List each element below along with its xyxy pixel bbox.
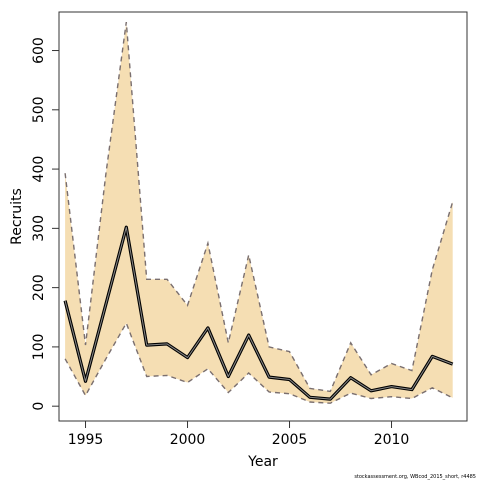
- y-tick-label: 100: [31, 334, 47, 361]
- plot-area: [63, 22, 454, 404]
- y-tick-label: 200: [31, 274, 47, 301]
- y-tick-label: 400: [31, 156, 47, 183]
- x-tick-label: 2000: [170, 432, 206, 448]
- x-tick-label: 2005: [272, 432, 308, 448]
- y-axis: 0 100 200 300 400 500 600: [31, 37, 60, 411]
- confidence-band: [65, 22, 453, 404]
- x-axis: 1995 2000 2005 2010: [68, 420, 410, 448]
- y-tick-label: 0: [31, 402, 47, 411]
- credit-text: stockassessment.org, WBcod_2015_short, r…: [354, 474, 476, 480]
- y-tick-label: 600: [31, 37, 47, 64]
- y-tick-label: 500: [31, 96, 47, 123]
- x-tick-label: 1995: [68, 432, 104, 448]
- y-tick-label: 300: [31, 215, 47, 242]
- x-tick-label: 2010: [374, 432, 410, 448]
- x-axis-label: Year: [247, 454, 278, 470]
- y-axis-label: Recruits: [9, 188, 25, 245]
- estimate-line: [64, 226, 453, 400]
- upper-bound-line: [64, 22, 454, 393]
- lower-bound-line: [64, 321, 454, 404]
